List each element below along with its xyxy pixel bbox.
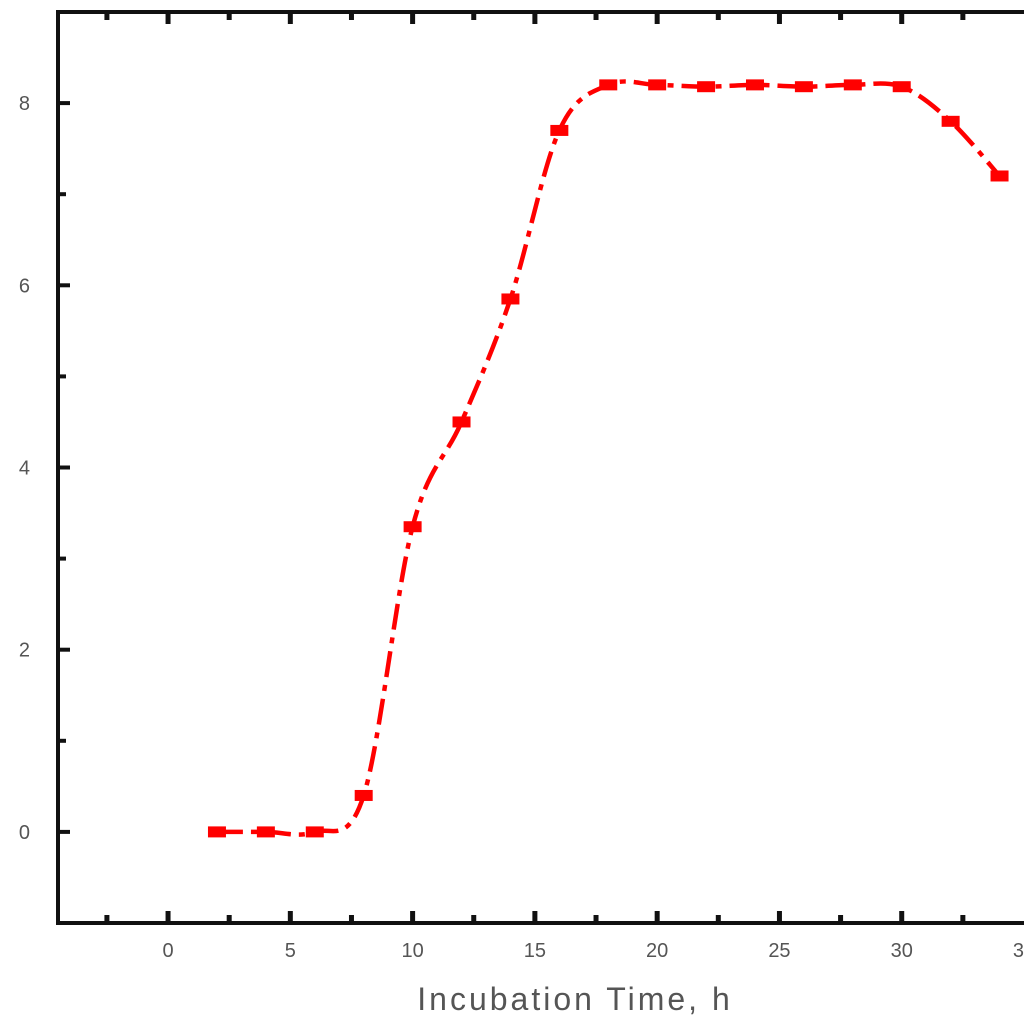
x-major-tick-bottom	[654, 911, 660, 923]
x-major-tick-top	[165, 12, 171, 24]
data-point	[648, 79, 667, 91]
x-minor-tick-bottom	[348, 915, 354, 923]
y-major-tick	[58, 647, 70, 652]
data-point	[990, 170, 1009, 182]
x-minor-tick-top	[226, 12, 232, 20]
data-point	[403, 521, 422, 533]
x-tick-label: 0	[162, 940, 173, 962]
y-minor-tick	[58, 192, 66, 197]
x-tick-label: 10	[401, 940, 423, 962]
axis-ticks	[58, 12, 966, 923]
x-major-tick-bottom	[410, 911, 416, 923]
data-point	[697, 81, 716, 93]
x-major-tick-top	[410, 12, 416, 24]
y-major-tick	[58, 101, 70, 106]
x-minor-tick-bottom	[838, 915, 844, 923]
y-tick-label: 6	[19, 275, 30, 297]
y-minor-tick	[58, 738, 66, 743]
y-tick-label: 0	[19, 822, 30, 844]
y-tick-label: 4	[19, 458, 30, 480]
data-point	[745, 79, 764, 91]
data-point	[256, 826, 275, 838]
x-tick-label: 25	[768, 940, 790, 962]
series-line	[216, 79, 1002, 837]
data-point	[501, 293, 520, 305]
x-minor-tick-bottom	[715, 915, 721, 923]
x-minor-tick-top	[348, 12, 354, 20]
x-major-tick-bottom	[899, 911, 905, 923]
x-major-tick-bottom	[532, 911, 538, 923]
x-major-tick-bottom	[287, 911, 293, 923]
x-tick-label: 30	[891, 940, 913, 962]
x-minor-tick-top	[960, 12, 966, 20]
data-point	[599, 79, 618, 91]
data-point	[452, 416, 471, 428]
y-minor-tick	[58, 374, 66, 379]
tick-labels: 0 5 10 15 20 25 30 35 0 2 4 6 8	[19, 93, 1024, 962]
y-tick-label: 2	[19, 640, 30, 662]
x-minor-tick-bottom	[104, 915, 110, 923]
x-minor-tick-bottom	[471, 915, 477, 923]
x-tick-label: 35	[1013, 940, 1024, 962]
x-minor-tick-top	[838, 12, 844, 20]
y-major-tick	[58, 829, 70, 834]
x-major-tick-top	[899, 12, 905, 24]
x-major-tick-top	[287, 12, 293, 24]
data-point	[843, 79, 862, 91]
x-minor-tick-bottom	[593, 915, 599, 923]
data-point	[550, 124, 569, 136]
x-major-tick-top	[532, 12, 538, 24]
x-minor-tick-top	[715, 12, 721, 20]
x-axis-title: Incubation Time, h	[417, 981, 732, 1017]
x-minor-tick-bottom	[960, 915, 966, 923]
data-point	[207, 826, 226, 838]
x-tick-label: 5	[285, 940, 296, 962]
data-point	[794, 81, 813, 93]
x-minor-tick-top	[471, 12, 477, 20]
data-point	[354, 789, 373, 801]
data-point	[892, 81, 911, 93]
x-minor-tick-top	[104, 12, 110, 20]
y-major-tick	[58, 465, 70, 470]
x-major-tick-bottom	[165, 911, 171, 923]
x-tick-label: 15	[524, 940, 546, 962]
data-series	[207, 79, 1009, 838]
x-tick-label: 20	[646, 940, 668, 962]
data-point	[941, 115, 960, 127]
x-major-tick-bottom	[776, 911, 782, 923]
y-major-tick	[58, 283, 70, 288]
x-major-tick-top	[776, 12, 782, 24]
x-minor-tick-bottom	[226, 915, 232, 923]
x-minor-tick-top	[593, 12, 599, 20]
x-major-tick-top	[654, 12, 660, 24]
plot-axes	[56, 10, 1024, 925]
y-minor-tick	[58, 556, 66, 561]
data-point	[305, 826, 324, 838]
y-tick-label: 8	[19, 93, 30, 115]
